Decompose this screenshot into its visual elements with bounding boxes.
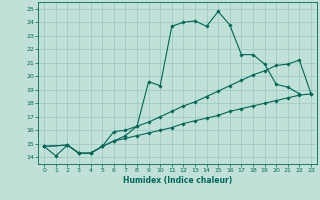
- X-axis label: Humidex (Indice chaleur): Humidex (Indice chaleur): [123, 176, 232, 185]
